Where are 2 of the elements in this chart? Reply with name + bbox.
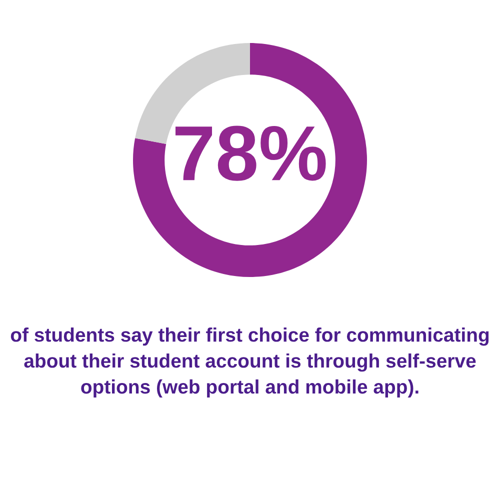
text: of students say their first choice for communicating about their student account is through self-serve options (web portal and mobile app). (10, 328, 489, 398)
text: 78% (176, 126, 326, 181)
